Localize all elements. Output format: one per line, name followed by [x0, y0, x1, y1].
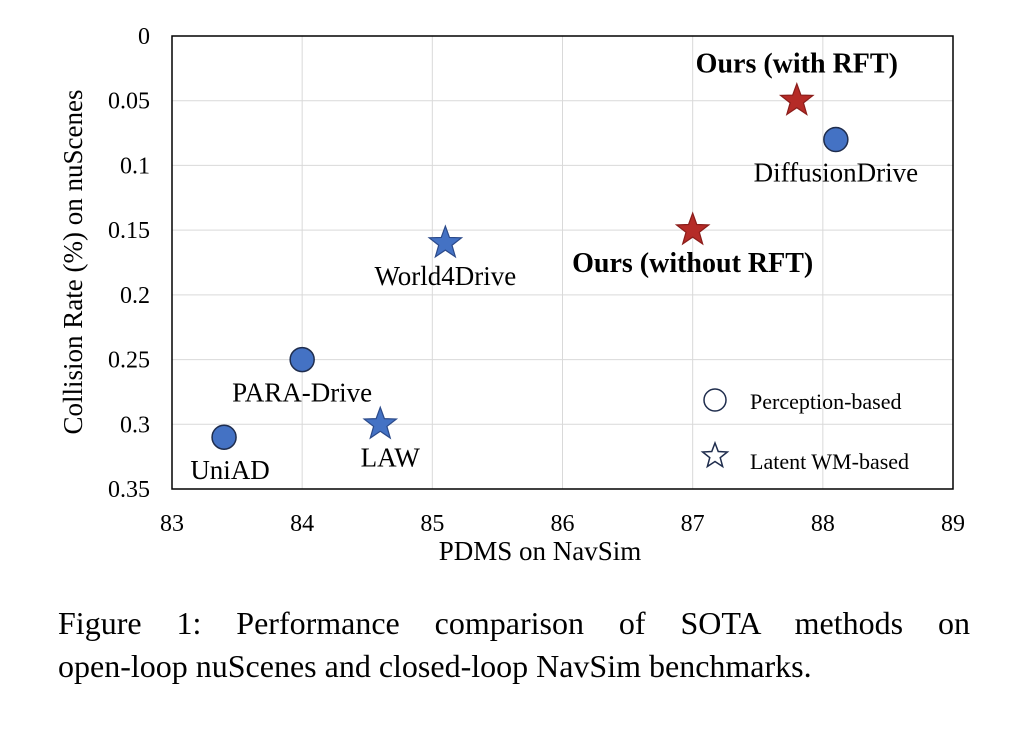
x-tick-labels: 83 84 85 86 87 88 89: [160, 511, 965, 537]
y-tick-label: 0.2: [120, 283, 150, 309]
plot-frame: [171, 35, 954, 490]
y-axis-label: Collision Rate (%) on nuScenes: [58, 90, 88, 435]
x-tick-label: 87: [681, 511, 705, 537]
x-tick-label: 83: [160, 511, 184, 537]
legend: Perception-based Latent WM-based: [700, 388, 909, 474]
point-ours-without-rft: [674, 211, 711, 246]
y-tick-label: 0.25: [108, 348, 150, 374]
point-diffusiondrive: [823, 126, 849, 153]
point-label-ours-with-rft: Ours (with RFT): [696, 49, 898, 80]
caption-line-1: Figure 1: Performance comparison of SOTA…: [58, 605, 970, 641]
x-tick-label: 84: [290, 511, 314, 537]
point-world4drive: [427, 224, 464, 259]
point-para-drive: [289, 346, 315, 373]
x-tick-label: 85: [420, 511, 444, 537]
point-label-world4drive: World4Drive: [374, 261, 516, 291]
point-uniad: [211, 424, 237, 450]
point-ours-with-rft: [778, 81, 815, 116]
y-tick-labels: 0 0.05 0.1 0.15 0.2 0.25 0.3 0.35: [108, 24, 150, 503]
point-labels: UniAD PARA-Drive LAW World4Drive DiffusionDr…: [190, 49, 918, 486]
point-label-uniad: UniAD: [190, 455, 270, 485]
point-label-law: LAW: [361, 442, 421, 472]
data-points: [211, 81, 849, 450]
legend-label-latent-wm: Latent WM-based: [750, 449, 909, 474]
point-law: [362, 405, 399, 440]
x-tick-label: 88: [811, 511, 835, 537]
legend-label-perception: Perception-based: [750, 389, 902, 414]
grid-lines: [172, 36, 953, 489]
x-tick-label: 86: [551, 511, 575, 537]
y-tick-label: 0.1: [120, 153, 150, 179]
y-tick-label: 0.35: [108, 477, 150, 503]
legend-circle-marker: [703, 388, 727, 412]
caption-line-2: open-loop nuScenes and closed-loop NavSi…: [58, 648, 812, 684]
y-tick-label: 0: [138, 24, 150, 50]
point-label-para-drive: PARA-Drive: [232, 378, 372, 408]
x-axis-label: PDMS on NavSim: [439, 536, 642, 566]
x-tick-label: 89: [941, 511, 965, 537]
figure-caption: Figure 1: Performance comparison of SOTA…: [58, 602, 970, 688]
y-tick-label: 0.3: [120, 412, 150, 438]
y-tick-label: 0.05: [108, 89, 150, 115]
point-label-ours-without-rft: Ours (without RFT): [572, 248, 813, 279]
point-label-diffusiondrive: DiffusionDrive: [754, 158, 918, 188]
y-tick-label: 0.15: [108, 218, 150, 244]
legend-star-marker: [700, 440, 730, 469]
